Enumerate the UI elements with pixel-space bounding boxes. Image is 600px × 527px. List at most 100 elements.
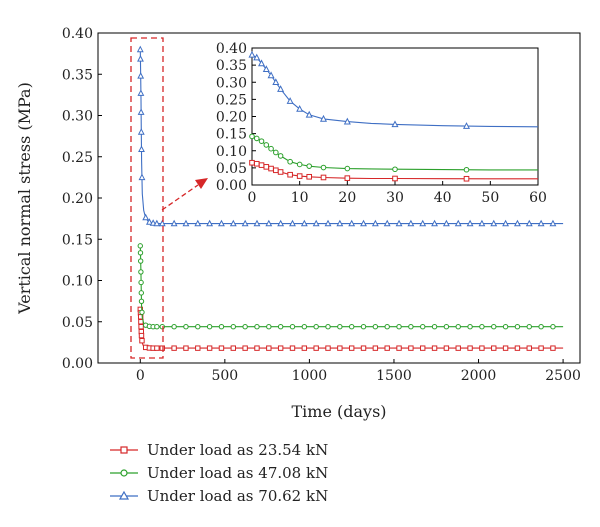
x-tick-label: 2000 (461, 368, 497, 384)
data-point (277, 85, 285, 92)
inset-plot: 0.000.050.100.150.20 0.250.300.350.40 0 10 2… (216, 41, 547, 206)
data-point (443, 324, 450, 330)
data-point (442, 219, 450, 227)
x-tick-label: 20 (338, 190, 356, 206)
data-point (324, 219, 332, 227)
data-point (265, 219, 273, 227)
data-point (463, 166, 470, 173)
data-point (455, 324, 461, 330)
data-point (159, 324, 165, 330)
x-tick-label: 500 (211, 368, 238, 384)
data-point (272, 78, 280, 86)
y-tick-label: 0.40 (216, 41, 247, 57)
data-point (301, 324, 308, 330)
data-point (296, 104, 304, 112)
data-point (248, 50, 256, 58)
data-point (502, 324, 509, 330)
data-point (195, 345, 201, 351)
legend-item: Under load as 70.62 kN (110, 487, 328, 505)
data-point (538, 345, 544, 351)
data-point (230, 324, 236, 330)
zoom-region-box (130, 37, 164, 359)
x-tick-label: 0 (136, 368, 145, 384)
data-point (395, 219, 403, 227)
data-point (371, 219, 379, 227)
y-tick-label: 0.15 (216, 127, 247, 143)
x-tick-label: 40 (434, 190, 452, 206)
data-point (183, 345, 189, 351)
y-tick-label: 0.35 (216, 58, 247, 74)
data-point (137, 128, 145, 135)
data-point (170, 219, 178, 227)
data-point (491, 324, 497, 330)
data-point (348, 219, 356, 227)
data-point (490, 219, 498, 227)
data-point (287, 171, 293, 178)
y-axis-title: Vertical normal stress (MPa) (15, 82, 34, 315)
data-point (289, 324, 296, 330)
data-point (525, 219, 533, 227)
data-point (258, 59, 266, 67)
y-tick-label: 0.00 (216, 178, 247, 194)
data-point (344, 165, 351, 172)
x-tick-label: 50 (481, 190, 499, 206)
data-point (514, 345, 521, 351)
data-point (254, 345, 260, 351)
legend-label: Under load as 70.62 kN (147, 487, 328, 505)
data-point (305, 110, 313, 118)
data-point (253, 135, 260, 142)
data-point (372, 324, 379, 330)
data-point (158, 219, 166, 227)
data-point (138, 145, 145, 153)
data-point (454, 219, 462, 227)
y-tick-label: 0.15 (62, 232, 93, 248)
data-point (263, 164, 270, 170)
data-point (253, 160, 260, 167)
data-point (479, 324, 485, 330)
data-point (372, 345, 379, 351)
data-point (263, 142, 270, 148)
data-point (273, 149, 279, 156)
y-tick-label: 0.10 (216, 144, 247, 160)
data-point (384, 324, 390, 330)
data-point (138, 290, 144, 296)
data-point (360, 345, 367, 351)
data-point (266, 324, 272, 330)
data-point (206, 345, 213, 351)
data-point (182, 219, 190, 227)
data-point (320, 164, 327, 171)
data-point (408, 324, 414, 330)
y-tick-label: 0.25 (62, 150, 93, 166)
data-point (149, 219, 157, 226)
data-point (206, 219, 214, 227)
x-tick-label: 30 (386, 190, 404, 206)
data-point (550, 324, 556, 330)
data-point (137, 72, 145, 79)
x-axis-title: Time (days) (291, 402, 386, 421)
y-tick-label: 0.25 (216, 92, 247, 108)
data-point (253, 219, 261, 227)
data-point (313, 324, 319, 330)
circle-marker-icon (120, 469, 128, 477)
data-point (229, 219, 237, 227)
data-point (296, 161, 303, 168)
data-point (467, 345, 473, 351)
data-point (154, 345, 160, 351)
y-tick-label: 0.20 (62, 191, 93, 207)
zoom-pointer-arrow (161, 178, 208, 211)
y-tick-label: 0.30 (216, 75, 247, 91)
data-point (268, 145, 274, 152)
main-plot: 0.000.050.100.150.200.250.300.350.400 500… (15, 26, 581, 421)
data-point (502, 219, 510, 227)
y-tick-label: 0.10 (62, 274, 93, 290)
data-point (537, 219, 545, 227)
data-point (392, 175, 398, 182)
data-point (344, 175, 351, 181)
data-point (396, 324, 402, 330)
data-point (195, 324, 201, 330)
square-marker-icon (120, 446, 128, 454)
data-point (137, 89, 145, 96)
data-point (320, 174, 327, 181)
data-point (313, 345, 319, 351)
data-point (538, 324, 544, 330)
